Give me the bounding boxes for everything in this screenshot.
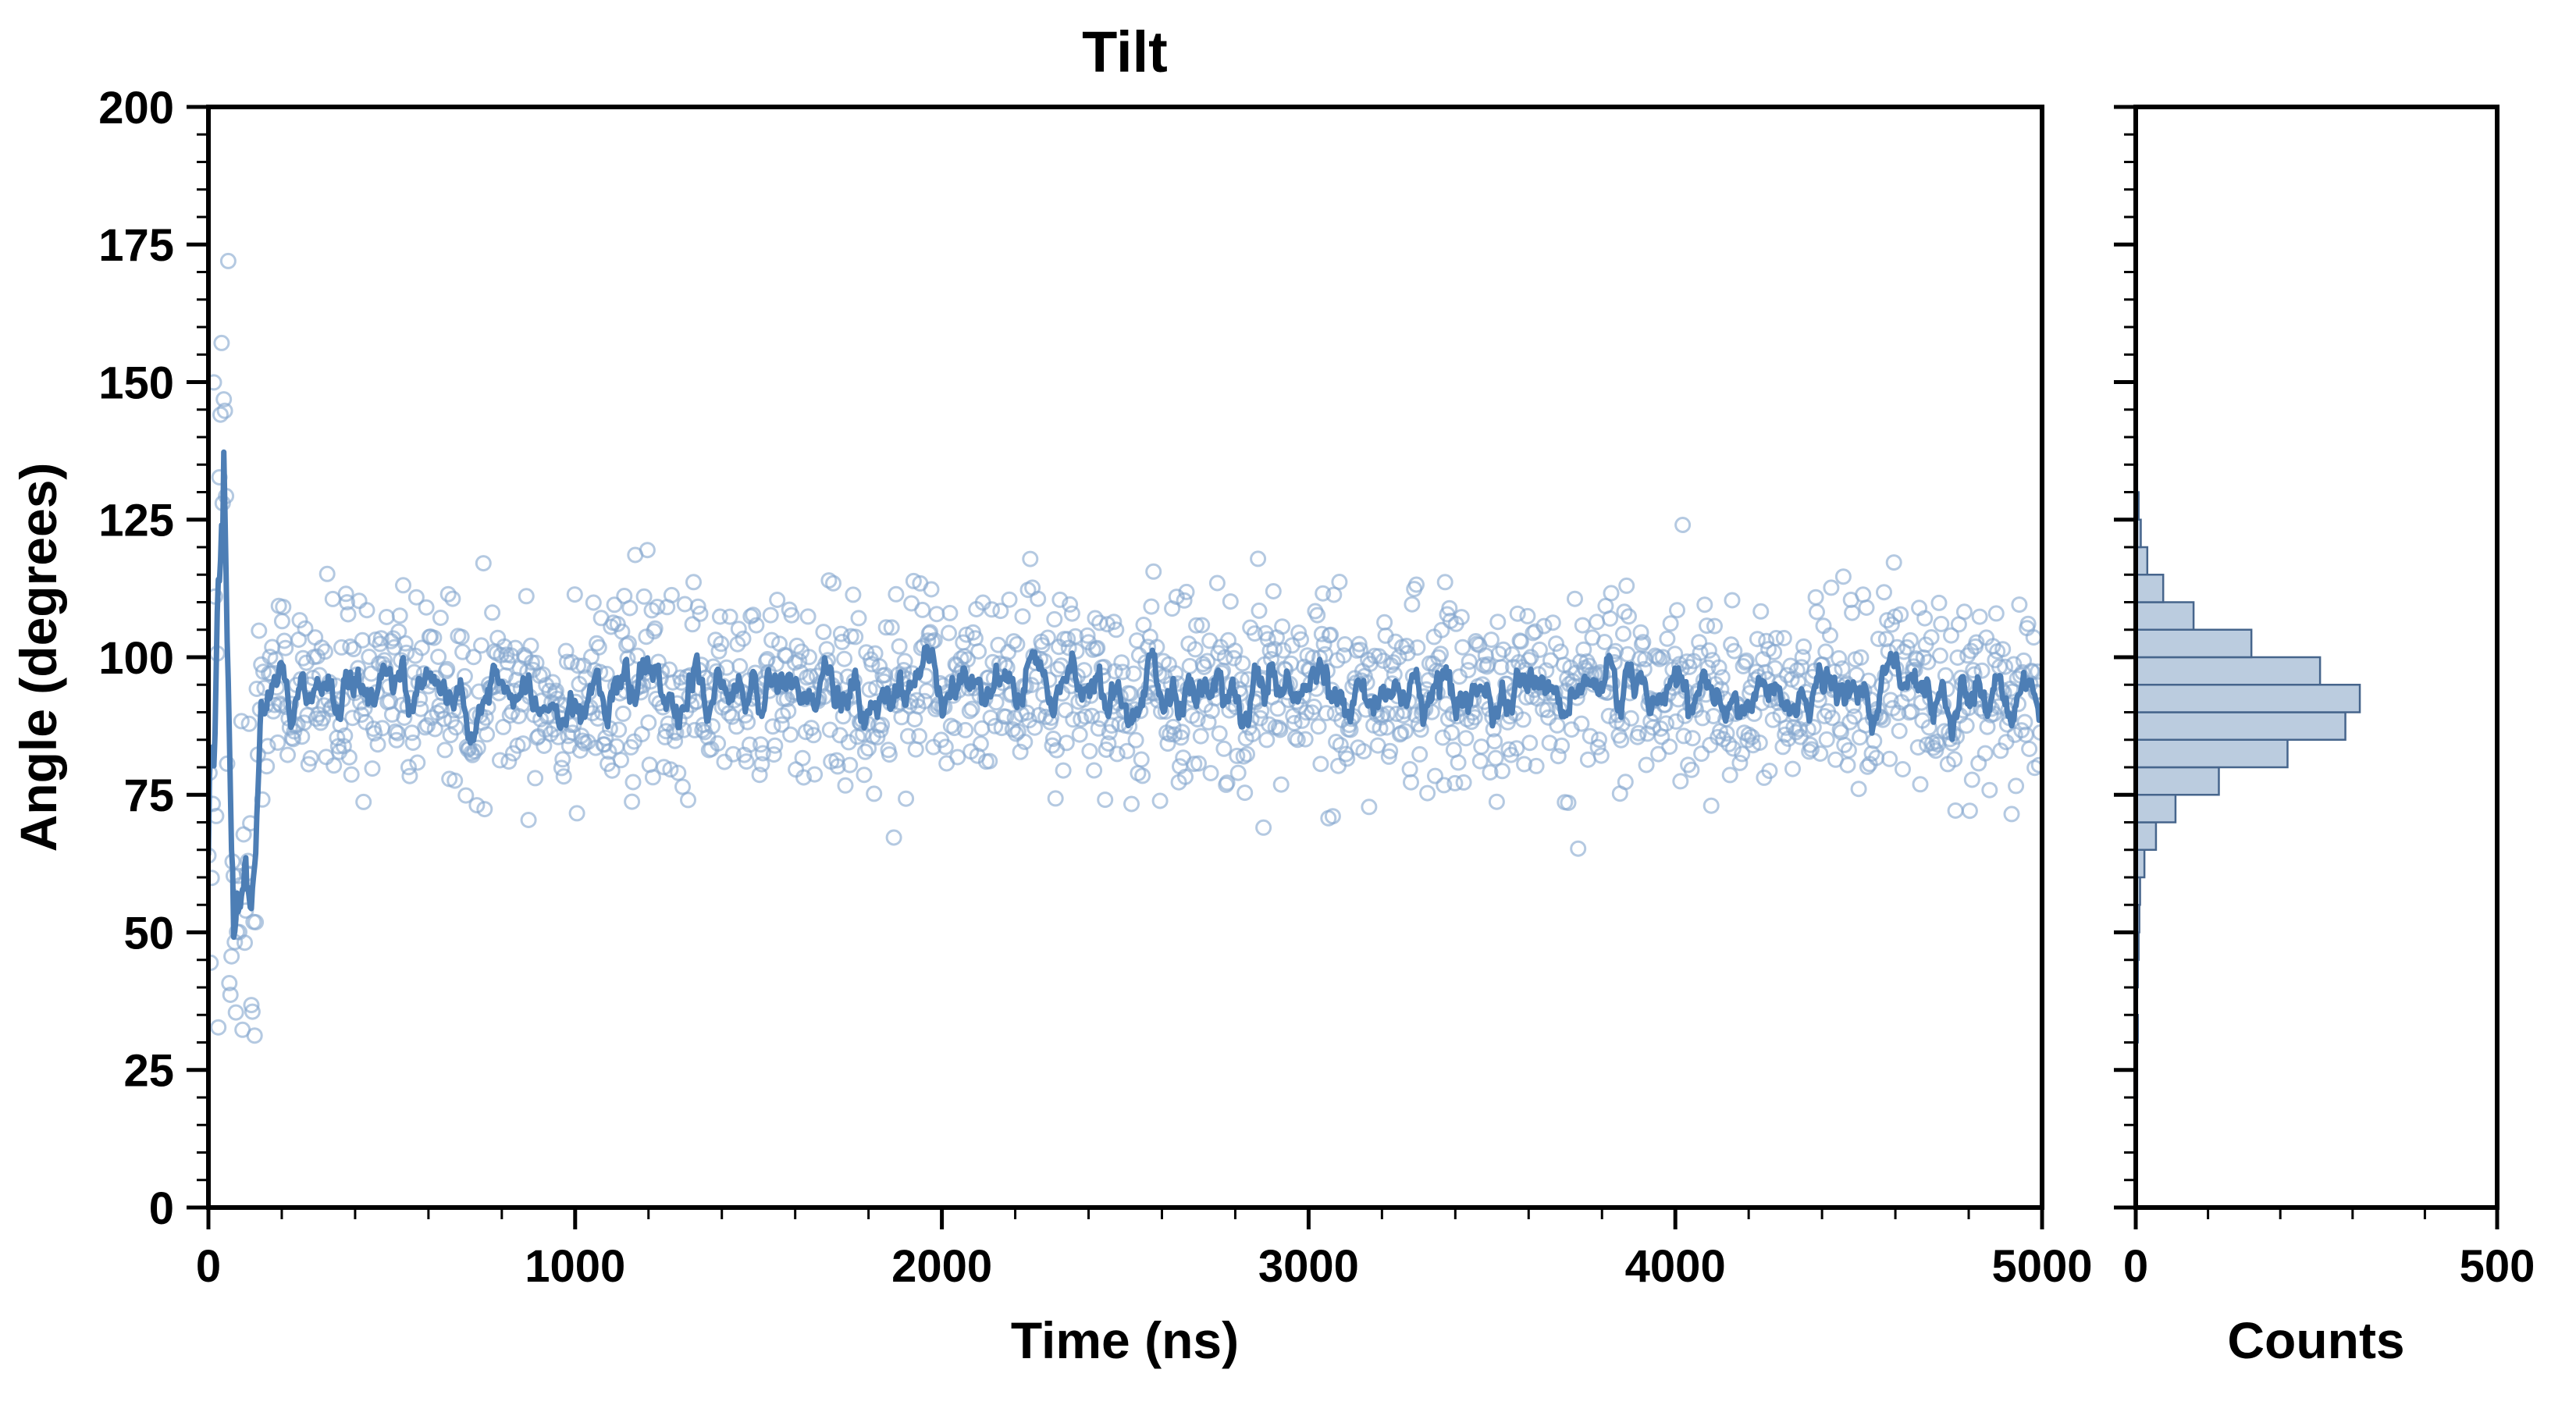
tick-label: 0: [2123, 1241, 2148, 1292]
tick-label: 1000: [525, 1241, 625, 1292]
counts-axis-label: Counts: [2227, 1311, 2404, 1369]
histogram-bars: [2136, 244, 2361, 1099]
tick-label: 25: [123, 1046, 174, 1097]
tick-label: 150: [98, 357, 174, 408]
x-axis-label: Time (ns): [1011, 1311, 1239, 1369]
tick-label: 4000: [1625, 1241, 1726, 1292]
tick-label: 3000: [1258, 1241, 1359, 1292]
scatter-points: [208, 252, 2042, 1044]
tick-label: 500: [2460, 1241, 2535, 1292]
tick-label: 5000: [1991, 1241, 2092, 1292]
running-average-line: [208, 449, 2042, 941]
axes-spines-and-ticks: [187, 105, 2500, 1229]
tick-label: 0: [196, 1241, 221, 1292]
tick-label: 100: [98, 633, 174, 684]
chart-title: Tilt: [1082, 20, 1168, 84]
tick-label: 75: [123, 770, 174, 821]
tick-label: 2000: [891, 1241, 992, 1292]
y-axis-label: Angle (degrees): [9, 463, 67, 852]
tick-label: 50: [123, 908, 174, 959]
tick-labels: 0 1000 2000 3000 4000 50000255075100125150175…: [98, 83, 2535, 1292]
tick-label: 200: [98, 83, 174, 133]
tick-label: 175: [98, 220, 174, 271]
tick-label: 0: [149, 1183, 174, 1234]
tick-label: 125: [98, 496, 174, 546]
